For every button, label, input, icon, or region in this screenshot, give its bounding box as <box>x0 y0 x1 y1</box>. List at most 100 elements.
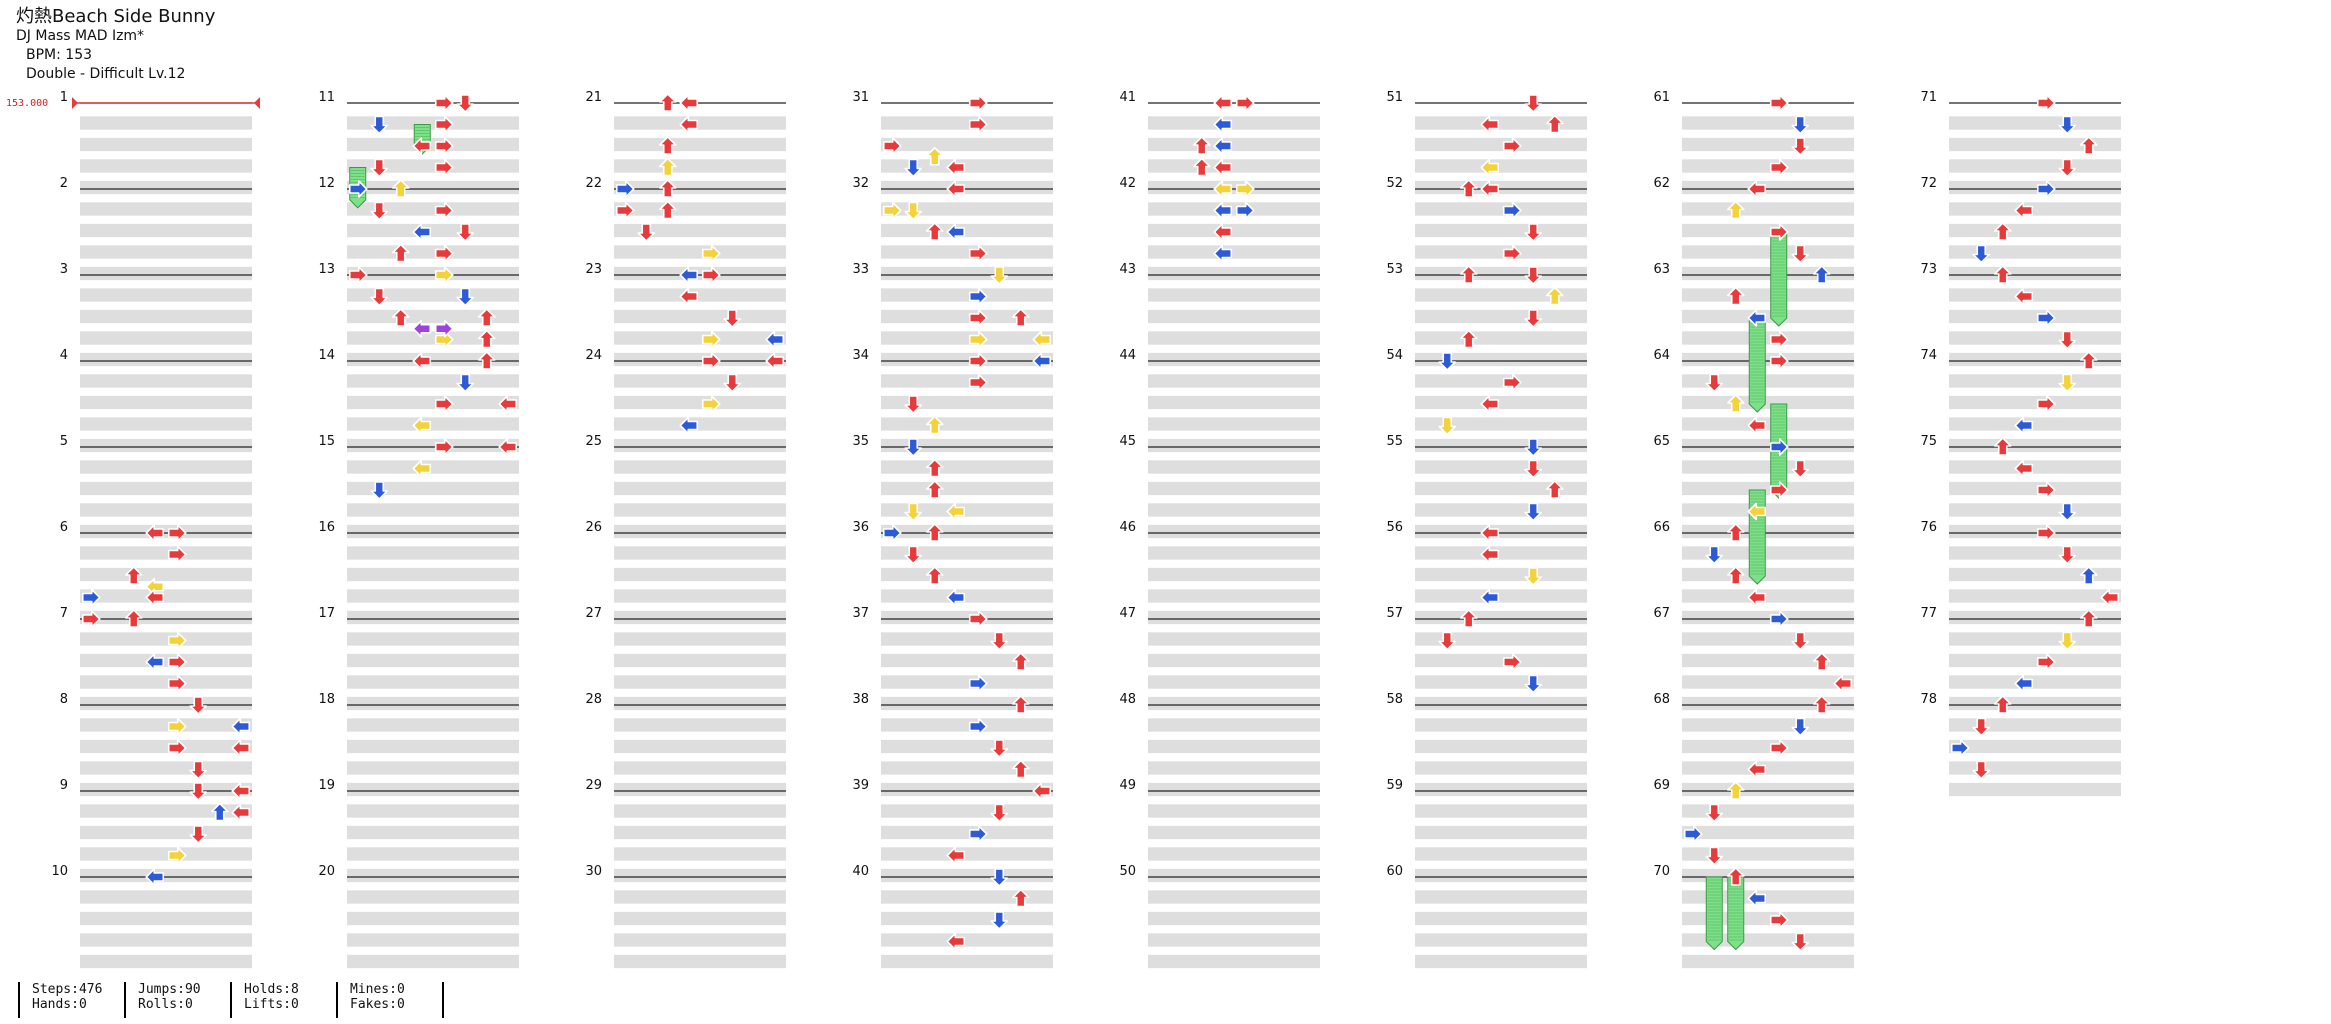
step-arrow <box>456 94 475 113</box>
beat-band <box>1415 696 1587 711</box>
beat-band <box>614 266 786 281</box>
beat-band <box>80 460 252 474</box>
measure-number: 59 <box>1386 778 1403 793</box>
step-arrow <box>456 287 475 307</box>
step-arrow <box>2014 674 2034 693</box>
beat-band <box>1415 438 1587 453</box>
arrow-shape <box>1791 717 1810 737</box>
step-arrow <box>1213 201 1233 220</box>
arrow-shape <box>1459 329 1478 349</box>
arrow-shape <box>1972 717 1991 737</box>
step-arrow <box>968 674 988 693</box>
arrow-shape <box>1791 459 1810 479</box>
arrow-shape <box>2036 309 2056 327</box>
measure-33: 33 <box>852 262 1053 367</box>
arrow-shape <box>990 803 1009 823</box>
beat-band <box>1949 245 2121 259</box>
step-arrow <box>167 739 187 757</box>
arrow-shape <box>679 416 699 435</box>
step-arrow <box>723 309 742 328</box>
beat-band <box>1148 438 1320 453</box>
step-arrow <box>1524 94 1543 113</box>
arrow-shape <box>1011 652 1030 671</box>
step-arrow <box>2036 524 2056 542</box>
step-arrow <box>456 223 475 242</box>
arrow-shape <box>701 266 721 284</box>
step-arrow <box>1480 115 1500 134</box>
measure-69: 69 <box>1653 778 1854 883</box>
beat-band <box>347 395 519 410</box>
beat-band <box>1682 395 1854 410</box>
step-arrow <box>434 395 454 413</box>
beat-band <box>1415 675 1587 689</box>
beat-band <box>80 761 252 775</box>
measure-15: 15 <box>318 434 519 539</box>
beat-band <box>80 223 252 238</box>
arrow-shape <box>925 458 944 478</box>
measure-47: 47 <box>1119 606 1320 711</box>
arrow-shape <box>1833 674 1853 693</box>
step-arrow <box>968 330 988 349</box>
beat-band <box>614 610 786 625</box>
step-arrow <box>167 631 187 650</box>
step-arrow <box>412 459 432 478</box>
step-arrow <box>2079 351 2098 370</box>
beat-band <box>614 395 786 410</box>
arrow-shape <box>2058 330 2077 350</box>
step-arrow <box>189 760 208 780</box>
measure-32: 32 <box>852 176 1053 281</box>
step-arrow <box>1235 180 1255 198</box>
beat-band <box>1682 331 1854 345</box>
beat-band <box>1148 653 1320 668</box>
arrow-shape <box>1791 115 1810 135</box>
arrow-shape <box>210 802 229 822</box>
measure-68: 68 <box>1653 692 1854 797</box>
arrow-shape <box>456 373 475 393</box>
beat-band <box>1415 524 1587 539</box>
measure-10: 10 <box>51 864 252 969</box>
arrow-shape <box>701 244 721 263</box>
arrow-shape <box>1235 180 1255 198</box>
arrow-shape <box>1726 781 1745 800</box>
step-arrow <box>2058 158 2077 178</box>
beat-band <box>881 567 1053 582</box>
arrow-shape <box>882 137 902 155</box>
step-arrow <box>1502 373 1522 392</box>
step-arrow <box>2036 481 2056 499</box>
beat-band <box>80 180 252 195</box>
step-arrow <box>1747 309 1767 327</box>
arrow-shape <box>1769 610 1789 628</box>
step-arrow <box>946 846 966 865</box>
arrow-shape <box>348 180 368 198</box>
beat-band <box>80 438 252 453</box>
beat-band <box>1415 632 1587 646</box>
arrow-shape <box>2079 351 2098 370</box>
beat-band <box>1148 782 1320 797</box>
beat-band <box>614 825 786 840</box>
arrow-shape <box>1480 588 1500 607</box>
measure-50: 50 <box>1119 864 1320 969</box>
step-arrow <box>968 309 988 327</box>
song-header: 灼熱Beach Side Bunny DJ Mass MAD Izm* BPM:… <box>16 8 215 83</box>
step-arrow <box>1502 137 1522 155</box>
measure-78: 78 <box>1920 692 2121 797</box>
measure-38: 38 <box>852 692 1053 797</box>
beat-band <box>1415 890 1587 904</box>
arrow-shape <box>990 739 1009 758</box>
step-arrow <box>1747 502 1767 521</box>
step-arrow <box>2058 545 2077 565</box>
step-arrow <box>2079 136 2098 155</box>
measure-16: 16 <box>318 520 519 625</box>
arrow-shape <box>434 115 454 134</box>
step-arrow <box>1011 888 1030 908</box>
measure-60: 60 <box>1386 864 1587 969</box>
arrow-shape <box>434 319 454 338</box>
beat-band <box>80 309 252 324</box>
beat-band <box>1682 503 1854 517</box>
beat-band <box>1148 352 1320 367</box>
beat-band <box>80 847 252 861</box>
arrow-shape <box>968 330 988 349</box>
beat-band <box>1949 546 2121 560</box>
measure-number: 24 <box>585 348 602 363</box>
beat-band <box>881 460 1053 474</box>
